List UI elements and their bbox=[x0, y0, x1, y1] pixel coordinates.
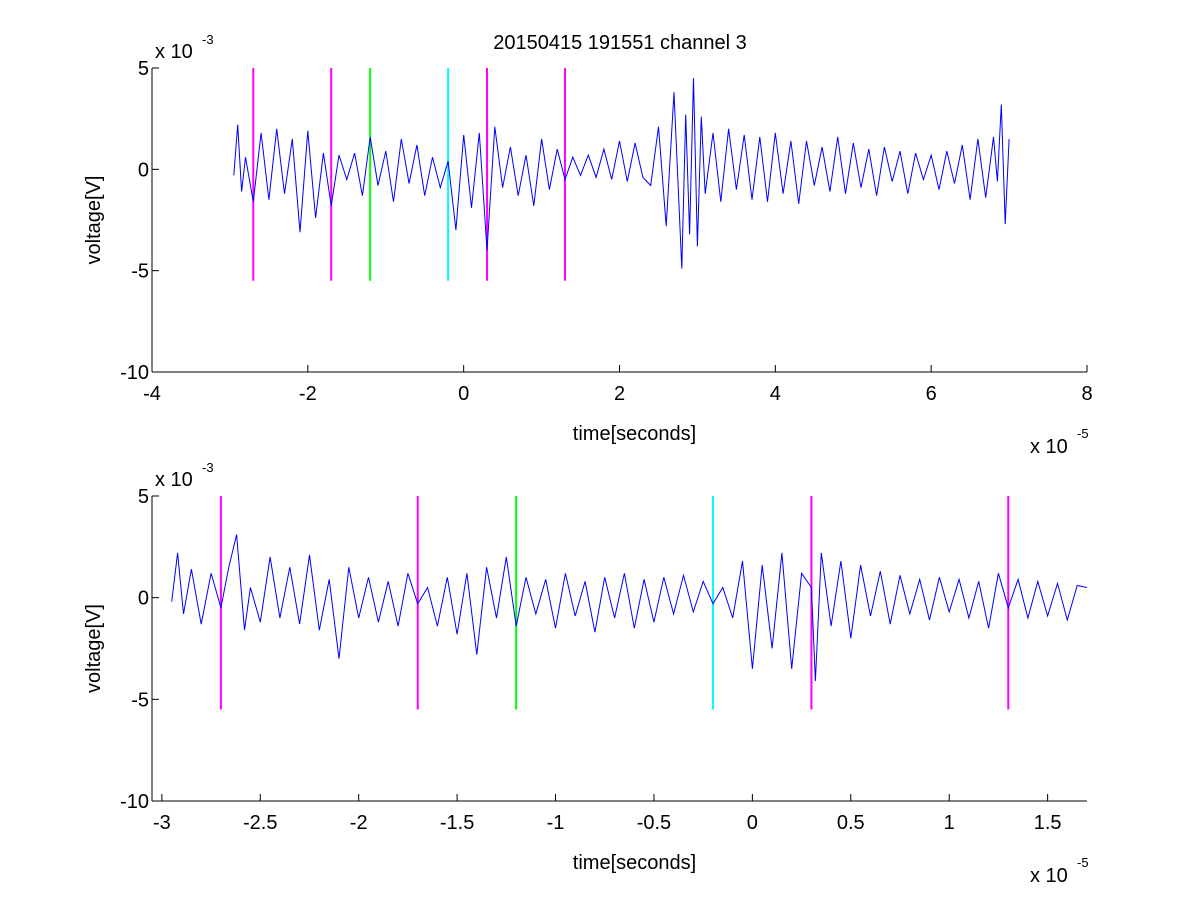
x-tick-label: 0 bbox=[458, 383, 469, 405]
y-exponent: -3 bbox=[202, 32, 214, 47]
x-exponent: -5 bbox=[1077, 426, 1089, 441]
x-tick-label: -4 bbox=[143, 383, 161, 405]
x-tick-label: 8 bbox=[1081, 383, 1092, 405]
bottom-axes: -3 -2.5 -2 -1.5 -1 -0.5 0 0.5 1 1.5 -10 -5 0 5 time[se… bbox=[83, 460, 1089, 887]
x-tick-label: -2 bbox=[350, 812, 368, 834]
y-axis-label: voltage[V] bbox=[83, 176, 105, 265]
x-multiplier: x 10 bbox=[1030, 436, 1068, 458]
x-exponent: -5 bbox=[1077, 855, 1089, 870]
top-axes: -4 -2 0 2 4 6 8 -10 -5 0 5 time[seconds] voltage[V] x… bbox=[83, 32, 1093, 458]
x-tick-label: -2 bbox=[299, 383, 317, 405]
x-multiplier: x 10 bbox=[1030, 865, 1068, 887]
x-tick-label: -3 bbox=[153, 812, 171, 834]
x-tick-label: 1.5 bbox=[1034, 812, 1062, 834]
x-tick-label: 2 bbox=[614, 383, 625, 405]
x-tick-label: 4 bbox=[770, 383, 781, 405]
y-exponent: -3 bbox=[202, 460, 214, 475]
signal-trace bbox=[233, 78, 1010, 269]
y-multiplier: x 10 bbox=[155, 41, 193, 63]
figure-title: 20150415 191551 channel 3 bbox=[493, 32, 747, 54]
y-tick-label: -5 bbox=[131, 689, 149, 711]
y-tick-label: -5 bbox=[131, 261, 149, 283]
signal-trace bbox=[171, 534, 1088, 682]
y-tick-label: 5 bbox=[138, 486, 149, 508]
x-axis-label: time[seconds] bbox=[573, 423, 696, 445]
x-tick-label: -2.5 bbox=[243, 812, 277, 834]
y-axis-label: voltage[V] bbox=[83, 604, 105, 693]
y-tick-label: -10 bbox=[120, 362, 149, 384]
x-tick-label: 0 bbox=[747, 812, 758, 834]
y-tick-label: 5 bbox=[138, 58, 149, 80]
x-axis-label: time[seconds] bbox=[573, 852, 696, 874]
y-tick-label: -10 bbox=[120, 791, 149, 813]
x-tick-label: 6 bbox=[926, 383, 937, 405]
y-tick-label: 0 bbox=[138, 588, 149, 610]
x-tick-label: -0.5 bbox=[637, 812, 671, 834]
y-tick-label: 0 bbox=[138, 159, 149, 181]
x-tick-label: 0.5 bbox=[837, 812, 865, 834]
x-tick-label: 1 bbox=[944, 812, 955, 834]
y-multiplier: x 10 bbox=[155, 469, 193, 491]
x-tick-label: -1 bbox=[547, 812, 565, 834]
x-tick-label: -1.5 bbox=[440, 812, 474, 834]
